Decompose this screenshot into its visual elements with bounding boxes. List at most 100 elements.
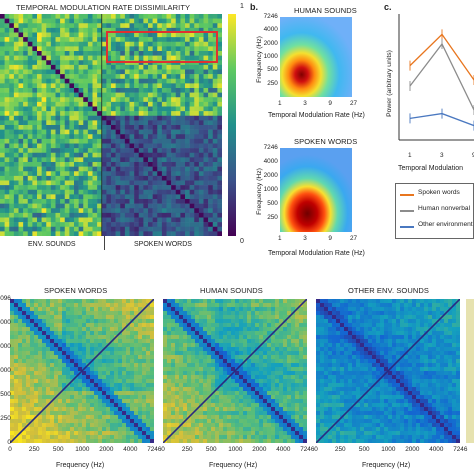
matrix-cell (50, 315, 55, 320)
matrix-cell (74, 387, 79, 392)
matrix-cell (42, 391, 47, 396)
matrix-cell (207, 419, 212, 424)
matrix-cell (115, 88, 121, 93)
matrix-cell (235, 427, 240, 432)
matrix-cell (179, 371, 184, 376)
matrix-cell (255, 435, 260, 440)
matrix-cell (69, 194, 75, 200)
matrix-cell (74, 363, 79, 368)
matrix-cell (208, 217, 214, 223)
matrix-cell (212, 143, 218, 149)
matrix-cell (32, 222, 38, 228)
matrix-cell (143, 78, 149, 84)
matrix-cell (251, 383, 256, 388)
matrix-cell (97, 69, 103, 75)
matrix-cell (171, 88, 177, 93)
matrix-cell (41, 157, 47, 163)
matrix-cell (97, 64, 103, 70)
matrix-cell (194, 162, 200, 167)
matrix-cell (212, 101, 218, 107)
matrix-cell (134, 175, 140, 181)
matrix-cell (87, 23, 93, 29)
matrix-cell (92, 175, 98, 181)
matrix-cell (37, 27, 42, 33)
matrix-cell (180, 88, 186, 93)
matrix-cell (150, 347, 154, 352)
matrix-cell (203, 101, 209, 107)
matrix-cell (255, 403, 260, 408)
matrix-cell (143, 51, 149, 56)
matrix-cell (187, 387, 192, 392)
matrix-cell (23, 175, 29, 181)
matrix-cell (46, 222, 52, 228)
matrix-cell (223, 367, 228, 372)
matrix-cell (175, 395, 180, 400)
matrix-cell (175, 387, 180, 392)
matrix-cell (23, 199, 29, 204)
matrix-cell (212, 152, 218, 158)
matrix-cell (215, 335, 220, 340)
matrix-cell (219, 411, 224, 416)
matrix-cell (267, 303, 272, 308)
matrix-cell (380, 299, 385, 304)
matrix-cell (279, 439, 284, 443)
matrix-cell (120, 157, 126, 163)
matrix-cell (146, 367, 151, 372)
matrix-cell (163, 419, 168, 424)
matrix-cell (299, 395, 304, 400)
matrix-cell (198, 27, 204, 33)
matrix-cell (0, 23, 5, 29)
matrix-cell (62, 423, 67, 428)
matrix-cell (120, 83, 126, 89)
matrix-cell (166, 18, 172, 24)
matrix-cell (146, 439, 151, 443)
matrix-cell (194, 175, 200, 181)
matrix-cell (124, 64, 130, 70)
matrix-cell (187, 379, 192, 384)
matrix-cell (138, 83, 144, 89)
matrix-cell (46, 339, 51, 344)
matrix-cell (157, 41, 163, 47)
matrix-cell (130, 323, 135, 328)
matrix-cell (130, 399, 135, 404)
matrix-cell (46, 111, 52, 117)
matrix-cell (0, 83, 5, 89)
matrix-cell (171, 323, 176, 328)
matrix-cell (372, 299, 377, 304)
matrix-cell (175, 120, 181, 126)
matrix-cell (189, 217, 195, 223)
matrix-cell (191, 423, 196, 428)
matrix-cell (83, 18, 89, 24)
matrix-cell (152, 55, 158, 61)
matrix-cell (171, 74, 177, 80)
matrix-cell (14, 439, 19, 443)
matrix-cell (94, 363, 99, 368)
matrix-cell (94, 415, 99, 420)
matrix-cell (13, 88, 19, 93)
matrix-cell (69, 18, 75, 24)
matrix-cell (152, 64, 158, 70)
matrix-cell (199, 415, 204, 420)
matrix-cell (98, 355, 103, 360)
bottom-title-human: HUMAN SOUNDS (200, 286, 263, 295)
matrix-cell (211, 379, 216, 384)
matrix-cell (4, 166, 10, 172)
matrix-cell (143, 125, 149, 130)
matrix-cell (180, 157, 186, 163)
matrix-cell (86, 303, 91, 308)
matrix-cell (4, 194, 10, 200)
matrix-cell (223, 375, 228, 380)
matrix-cell (41, 18, 47, 24)
matrix-cell (267, 375, 272, 380)
matrix-cell (203, 166, 209, 172)
matrix-cell (179, 407, 184, 412)
matrix-cell (227, 307, 232, 312)
matrix-cell (175, 92, 181, 98)
matrix-cell (198, 23, 204, 29)
matrix-cell (13, 106, 19, 112)
matrix-cell (287, 431, 292, 436)
matrix-cell (97, 203, 103, 209)
matrix-cell (69, 199, 75, 204)
matrix-cell (279, 391, 284, 396)
matrix-cell (215, 319, 220, 324)
